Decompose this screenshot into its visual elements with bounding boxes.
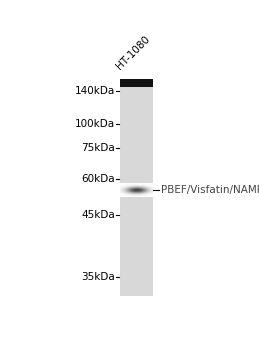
Text: PBEF/Visfatin/NAMPT: PBEF/Visfatin/NAMPT (161, 185, 259, 195)
Text: 45kDa: 45kDa (81, 210, 115, 220)
Text: 35kDa: 35kDa (81, 272, 115, 282)
Text: 60kDa: 60kDa (81, 174, 115, 184)
Text: 140kDa: 140kDa (75, 85, 115, 96)
Text: 100kDa: 100kDa (75, 119, 115, 130)
Text: HT-1080: HT-1080 (114, 34, 152, 71)
Bar (120, 85, 153, 296)
Text: 75kDa: 75kDa (81, 143, 115, 153)
Bar (120, 79, 153, 87)
